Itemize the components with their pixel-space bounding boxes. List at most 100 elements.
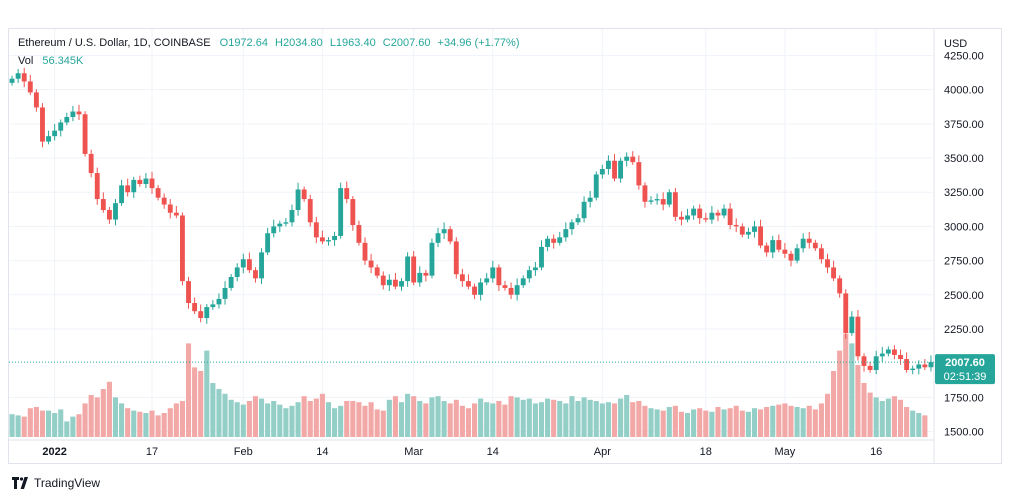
candle-body: [198, 311, 204, 319]
volume-bar: [599, 403, 605, 437]
volume-bar: [538, 402, 545, 437]
candle-body: [709, 212, 715, 220]
volume-bar: [380, 410, 386, 437]
volume-bar: [794, 407, 800, 437]
volume-bar: [137, 411, 143, 437]
candle-body: [520, 278, 526, 286]
candle-body: [867, 365, 873, 370]
price-tick-label: 2500.00: [944, 290, 984, 302]
volume-bar: [112, 397, 119, 437]
volume-bar: [325, 402, 332, 437]
volume-bar: [265, 403, 271, 437]
candle-body: [350, 199, 356, 226]
candle-body: [794, 248, 800, 261]
candle-body: [618, 160, 624, 179]
chart-frame[interactable]: [8, 28, 1002, 464]
candle-body: [599, 168, 605, 175]
volume-bar: [338, 405, 344, 437]
volume-bar: [179, 401, 185, 437]
volume-bar: [465, 408, 472, 437]
time-tick-label: Feb: [234, 446, 253, 458]
volume-bar: [666, 407, 672, 437]
candle-body: [368, 260, 374, 268]
candle-body: [392, 279, 398, 287]
tradingview-logo-icon: [12, 477, 28, 489]
candle-body: [904, 359, 910, 370]
volume-bar: [313, 398, 319, 437]
candle-body: [679, 216, 684, 220]
candle-body: [234, 267, 240, 278]
volume-bar: [697, 408, 703, 437]
candle-body: [277, 223, 283, 227]
candle-body: [745, 231, 751, 235]
candle-body: [374, 267, 380, 276]
volume-bar: [593, 401, 599, 437]
candle-body: [916, 364, 922, 369]
candle-body: [587, 197, 593, 202]
candle-body: [33, 92, 39, 108]
candle-body: [155, 188, 161, 198]
volume-bar: [751, 408, 758, 437]
candle-body: [782, 249, 788, 254]
volume-bar: [526, 398, 532, 437]
time-axis[interactable]: 2022 17 Feb 14 Mar 14 Apr 18 May 16: [42, 446, 882, 458]
volume-bar: [812, 409, 818, 437]
candle-body: [289, 209, 295, 223]
candle-body: [818, 248, 824, 260]
volume-bar: [727, 408, 733, 437]
volume-bar: [319, 393, 325, 437]
candle-body: [423, 272, 429, 276]
volume-bar: [453, 399, 459, 437]
volume-bar: [764, 407, 770, 437]
candle-body: [246, 259, 252, 271]
candle-body: [849, 316, 855, 334]
candle-body: [253, 270, 258, 279]
price-tick-label: 4000.00: [944, 85, 984, 97]
volume-bar: [100, 389, 106, 437]
candle-body: [885, 349, 891, 354]
candle-body: [295, 189, 301, 210]
price-tick-label: 4250.00: [944, 50, 984, 62]
candle-body: [825, 259, 830, 268]
volume-bar: [837, 350, 843, 437]
volume-bar: [636, 401, 642, 437]
candle-body: [843, 293, 849, 334]
tradingview-brand[interactable]: TradingView: [12, 476, 100, 490]
candle-body: [100, 199, 106, 210]
volume-bar: [897, 399, 904, 437]
price-axis[interactable]: 4250.00 4000.00 3750.00 3500.00 3250.00 3000.…: [935, 38, 995, 439]
volume-bar: [356, 402, 362, 437]
volume-bar: [173, 403, 179, 437]
candle-body: [131, 179, 137, 193]
volume-bar: [471, 403, 478, 437]
candle-body: [113, 203, 118, 220]
candle-body: [125, 185, 131, 193]
candle-body: [64, 117, 70, 123]
volume-bar: [295, 402, 301, 437]
volume-bar: [307, 401, 313, 437]
volume-bar: [21, 416, 27, 437]
candle-body: [466, 281, 471, 287]
candle-body: [380, 275, 386, 286]
candle-body: [806, 238, 812, 243]
volume-bar: [76, 414, 82, 437]
candle-body: [691, 208, 697, 216]
volume-bar: [350, 401, 356, 437]
volume-bar: [831, 371, 837, 437]
volume-bar: [70, 416, 76, 437]
candle-body: [180, 215, 185, 282]
candle-body: [405, 256, 411, 282]
volume-bar: [873, 397, 879, 437]
volume-bar: [672, 405, 678, 437]
candle-body: [429, 242, 435, 276]
volume-bar: [64, 421, 70, 437]
volume-bars: [9, 333, 928, 437]
change-value: +34.96 (+1.77%): [437, 37, 520, 49]
grid: [9, 29, 935, 463]
volume-bar: [332, 408, 338, 437]
volume-bar: [581, 397, 587, 437]
candle-body: [831, 267, 837, 279]
volume-bar: [301, 396, 307, 437]
volume-bar: [106, 381, 112, 437]
